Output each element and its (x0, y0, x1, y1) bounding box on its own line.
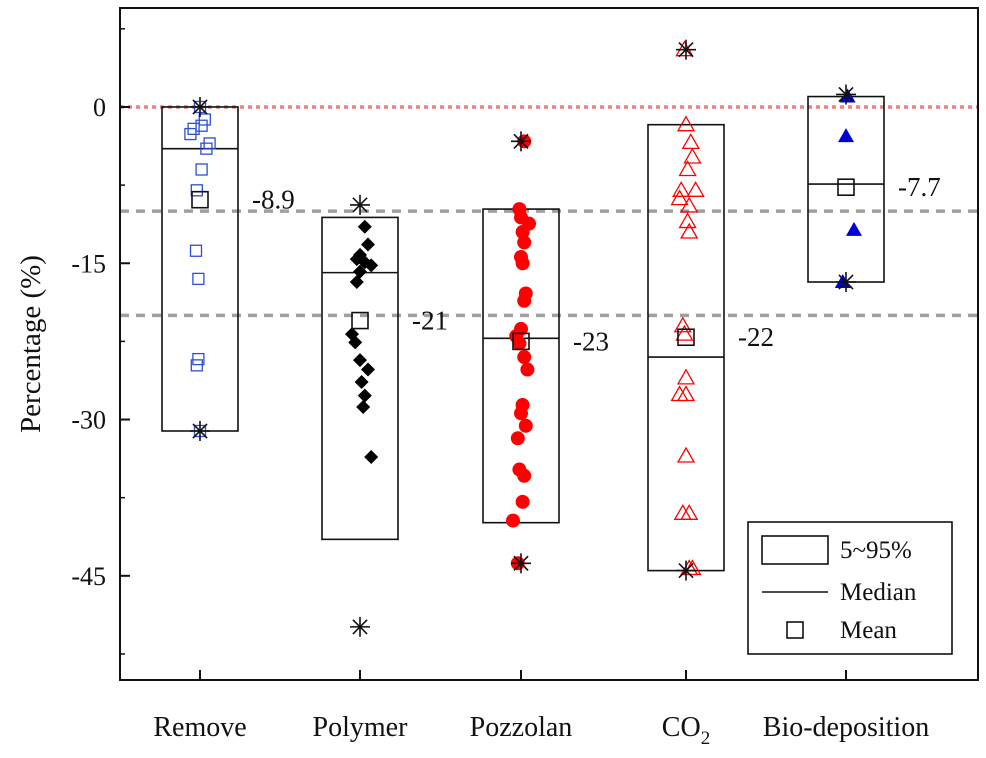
data-point (678, 160, 697, 177)
y-tick-label: -45 (71, 562, 106, 591)
data-point (673, 316, 692, 333)
data-point (189, 244, 203, 257)
data-point (672, 181, 691, 197)
data-point (670, 189, 689, 206)
data-point (187, 122, 200, 136)
data-point (361, 362, 375, 377)
category-label: CO2 (662, 712, 710, 749)
data-point (515, 256, 530, 271)
data-point (686, 181, 705, 197)
data-point (680, 196, 699, 213)
box-5-95 (807, 95, 885, 283)
mean-marker (191, 190, 209, 209)
plot-frame (119, 7, 979, 681)
data-point (353, 264, 367, 279)
data-point (676, 115, 696, 132)
data-point (520, 362, 535, 377)
data-point (510, 431, 525, 446)
data-point (512, 336, 527, 351)
mean-marker (837, 178, 855, 196)
mean-label: -8.9 (252, 185, 295, 215)
data-points (184, 39, 862, 637)
data-point (190, 359, 203, 372)
y-tick-label: -15 (71, 249, 106, 278)
data-point (364, 450, 379, 465)
data-point (195, 119, 208, 132)
data-point (356, 400, 371, 415)
data-point (514, 406, 528, 421)
extreme-marker (836, 272, 856, 293)
data-point (676, 368, 696, 385)
legend-box (747, 521, 953, 655)
extreme-marker (511, 131, 531, 152)
data-point (515, 494, 530, 509)
mean-label: -22 (738, 322, 774, 352)
legend-label: Median (840, 579, 917, 606)
data-point (517, 350, 532, 365)
data-point (517, 293, 532, 308)
data-point (517, 468, 532, 483)
y-tick-label: 0 (93, 93, 106, 122)
extreme-marker (836, 84, 856, 105)
data-point (676, 385, 696, 402)
y-axis-label: Percentage (%) (15, 255, 47, 433)
category-label: Pozzolan (470, 712, 573, 743)
box-5-95 (321, 216, 399, 541)
data-point (364, 258, 379, 273)
data-point (353, 353, 367, 368)
data-point (675, 40, 694, 57)
extreme-marker (350, 616, 370, 637)
data-point (354, 375, 369, 390)
y-tick-label: -30 (71, 406, 106, 435)
extreme-marker (511, 553, 531, 574)
extreme-marker (190, 96, 210, 117)
legend-label: 5~95% (840, 537, 912, 564)
mean-label: -7.7 (898, 172, 941, 202)
data-point (349, 275, 364, 290)
data-point (846, 221, 862, 236)
data-point (675, 324, 694, 341)
data-point (357, 388, 372, 403)
data-point (518, 418, 533, 433)
data-point (198, 113, 211, 126)
data-point (190, 184, 203, 197)
legend-label: Mean (840, 617, 897, 644)
mean-label: -23 (573, 326, 609, 356)
data-point (683, 147, 702, 164)
category-label: Bio-deposition (763, 712, 929, 743)
data-point (680, 503, 699, 520)
data-point (838, 128, 854, 143)
data-point (357, 219, 372, 234)
legend: 5~95% Median Mean (747, 521, 953, 655)
extreme-marker (190, 420, 210, 441)
data-point (348, 335, 363, 350)
extreme-marker (676, 39, 696, 60)
reference-lines (120, 105, 978, 318)
data-point (678, 212, 697, 229)
mean-marker (512, 332, 530, 351)
mean-marker (351, 311, 369, 330)
data-point (681, 133, 700, 150)
data-point (680, 222, 699, 239)
legend-symbol-square (786, 621, 804, 639)
mean-marker (677, 328, 695, 347)
extreme-marker (350, 194, 370, 215)
data-point (517, 235, 532, 250)
data-point (192, 272, 205, 286)
data-point (192, 352, 205, 366)
mean-annotations: -8.9 -21 -23 -22 -7.7 (252, 172, 941, 356)
extreme-marker (676, 560, 696, 581)
data-point (676, 446, 696, 463)
category-label: Remove (153, 712, 246, 743)
mean-label: -21 (412, 306, 448, 336)
box-5-95 (161, 106, 239, 432)
category-label: Polymer (313, 712, 409, 743)
data-point (361, 237, 375, 252)
data-point (200, 142, 213, 155)
data-point (515, 225, 530, 239)
data-point (195, 163, 208, 176)
legend-symbol-box (761, 535, 829, 565)
data-point (506, 513, 520, 528)
